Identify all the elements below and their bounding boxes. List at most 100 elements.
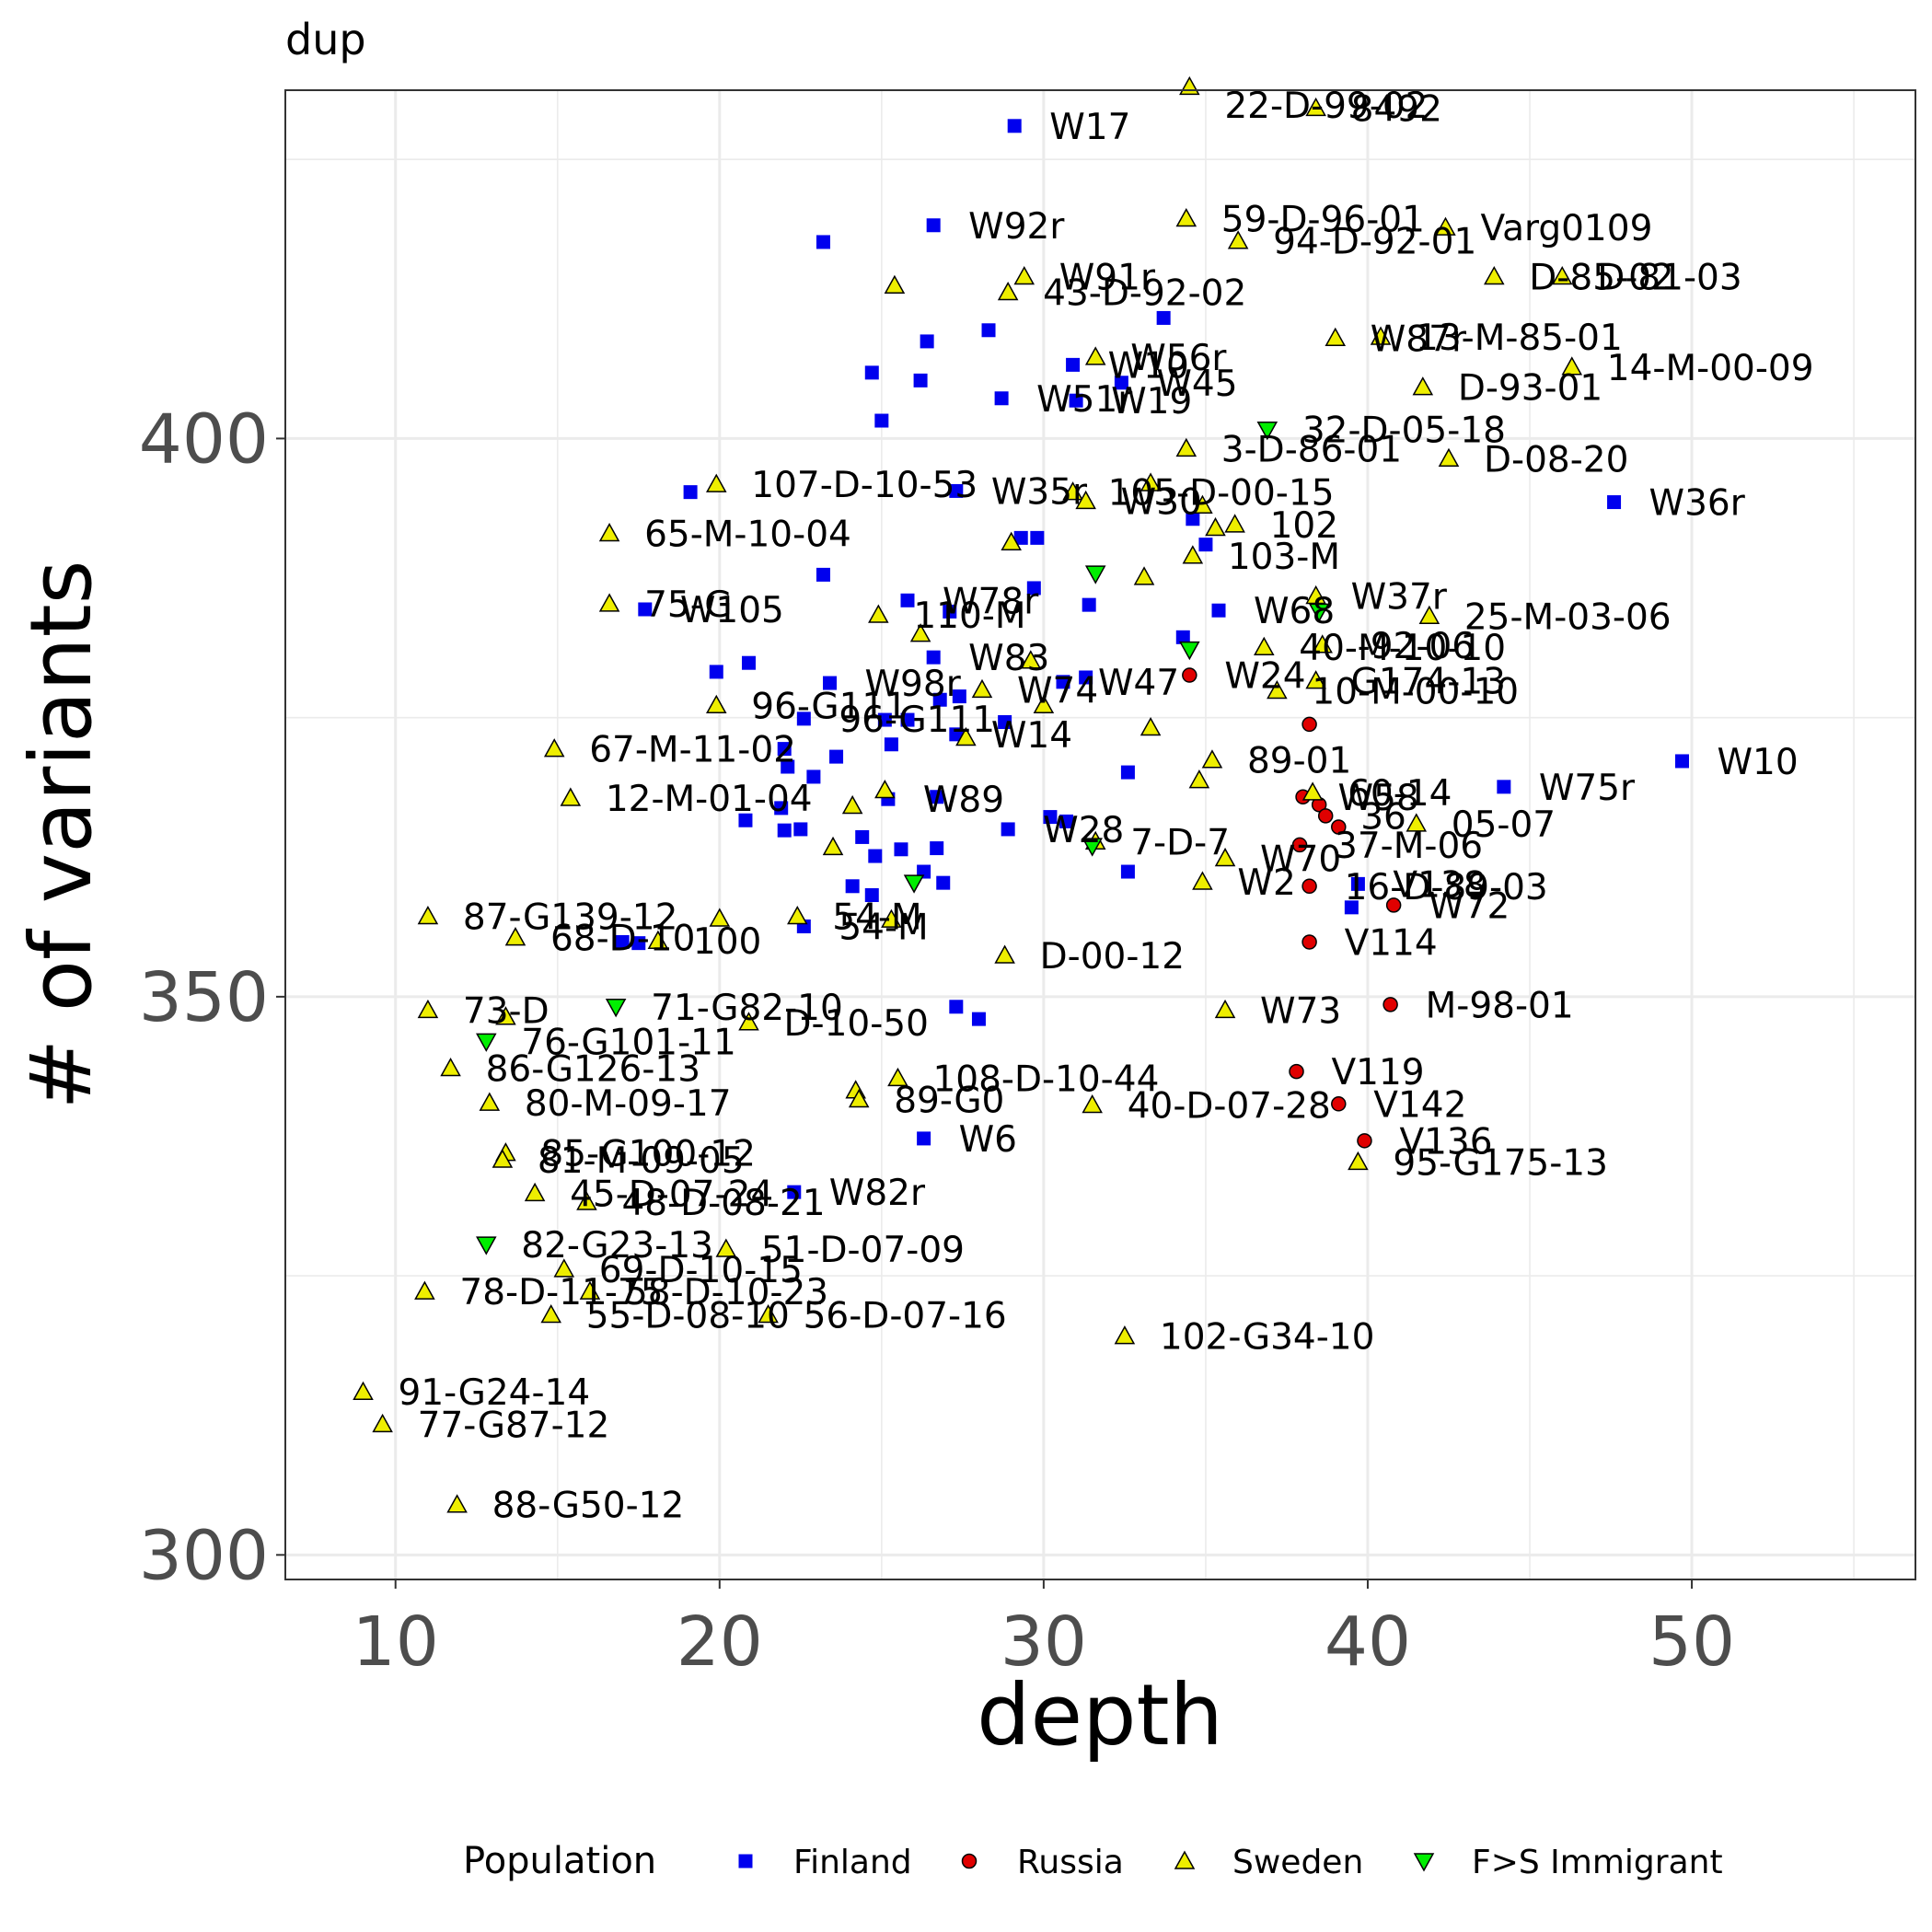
y-tick-label: 350: [139, 958, 269, 1037]
data-point: [372, 1413, 393, 1433]
point-label: W92r: [968, 206, 1065, 248]
point-label: W24: [1224, 656, 1305, 698]
data-point: [683, 485, 698, 500]
data-point: [1305, 97, 1326, 117]
point-label: G174-13: [1351, 662, 1506, 703]
data-point: [1267, 679, 1288, 700]
point-label: 85-G100-12: [540, 1134, 756, 1175]
data-point: [926, 218, 941, 233]
x-tick-label: 40: [1325, 1602, 1411, 1682]
data-point: [504, 927, 526, 946]
point-label: 54-M: [839, 907, 928, 948]
point-label: V136: [1399, 1121, 1492, 1163]
data-point: [1331, 819, 1347, 835]
data-point: [1114, 1325, 1136, 1345]
data-point: [1120, 864, 1135, 879]
data-point: [440, 1057, 461, 1077]
point-label: 68-D-10: [550, 919, 695, 960]
data-point: [1020, 650, 1042, 669]
point-label: 108-D-10-44: [932, 1059, 1159, 1100]
data-point: [781, 759, 795, 774]
data-point: [414, 1280, 435, 1300]
data-point: [1289, 1063, 1304, 1080]
data-point: [495, 1006, 516, 1025]
point-label: 86-G126-13: [486, 1048, 701, 1090]
data-point: [920, 334, 934, 349]
data-point: [1312, 634, 1333, 654]
data-point: [706, 473, 727, 492]
x-axis-ticks: 10 20 30 40 50: [353, 1579, 1735, 1682]
series-f-s-immigrant: [476, 421, 1330, 1255]
data-point: [576, 1191, 597, 1210]
data-point: [1551, 266, 1573, 285]
plot-border: [284, 89, 1916, 1580]
data-point: [884, 737, 898, 752]
data-point: [605, 999, 627, 1018]
data-point: [1082, 1093, 1103, 1114]
point-label: W83: [968, 638, 1049, 679]
data-point: [1325, 327, 1347, 347]
data-point: [524, 1182, 546, 1202]
point-label: 25-M-03-06: [1464, 596, 1672, 638]
data-point: [903, 874, 925, 894]
data-point: [909, 623, 931, 642]
data-point: [1175, 207, 1197, 227]
legend-key: [1413, 1853, 1435, 1872]
data-point: [417, 999, 439, 1019]
data-point: [949, 1000, 964, 1014]
point-label: 88-G50-12: [492, 1486, 685, 1527]
data-point: [598, 593, 620, 612]
point-label: 60-14: [1348, 773, 1452, 815]
data-point: [1156, 310, 1171, 325]
point-label: 89-G0: [894, 1080, 1004, 1121]
data-point: [1435, 216, 1456, 236]
point-label: W35r: [991, 471, 1088, 513]
point-label: 87-G139-12: [463, 897, 677, 939]
data-point: [1140, 472, 1162, 492]
data-point: [855, 829, 870, 844]
point-label: W74: [1017, 670, 1098, 711]
point-label: 107-D-10-53: [751, 465, 978, 506]
data-point: [864, 365, 879, 380]
data-point: [881, 908, 902, 928]
gridlines: [285, 90, 1915, 1579]
point-label: W47: [1098, 663, 1179, 704]
data-point: [1305, 670, 1326, 689]
series-finland: [615, 119, 1689, 1199]
data-point: [787, 905, 808, 925]
data-point: [1344, 900, 1359, 915]
point-label: 80-M-09-17: [525, 1083, 732, 1125]
data-point: [1214, 847, 1236, 867]
data-point: [787, 1185, 802, 1199]
data-point: [709, 665, 723, 679]
data-point: [874, 779, 896, 799]
data-point: [1069, 393, 1083, 408]
point-label: 05-07: [1452, 804, 1556, 846]
data-point: [1317, 808, 1334, 824]
point-label: W19: [1111, 381, 1192, 422]
point-label: 73-D: [463, 990, 550, 1032]
data-point: [1385, 897, 1402, 913]
data-point: [1406, 813, 1428, 832]
legend-key: [961, 1853, 978, 1869]
point-label: W17: [1049, 107, 1130, 148]
point-label: 77-G87-12: [418, 1405, 610, 1446]
x-tick-label: 30: [1001, 1602, 1087, 1682]
data-point: [955, 726, 977, 746]
point-label: 102-G34-10: [1160, 1317, 1375, 1359]
data-point: [1182, 545, 1204, 564]
point-label: W73: [1260, 990, 1341, 1032]
data-point: [793, 822, 808, 837]
data-point: [806, 769, 821, 784]
data-point: [848, 1088, 870, 1108]
data-point: [930, 790, 944, 804]
data-point: [774, 801, 789, 816]
data-point: [1188, 769, 1210, 789]
data-point: [758, 1303, 779, 1324]
point-label: 7-D-7: [1130, 822, 1230, 863]
data-point: [1066, 357, 1081, 372]
point-label: 8492: [1351, 88, 1442, 130]
data-point: [971, 678, 993, 699]
data-point: [994, 944, 1015, 964]
data-point: [917, 1131, 931, 1146]
